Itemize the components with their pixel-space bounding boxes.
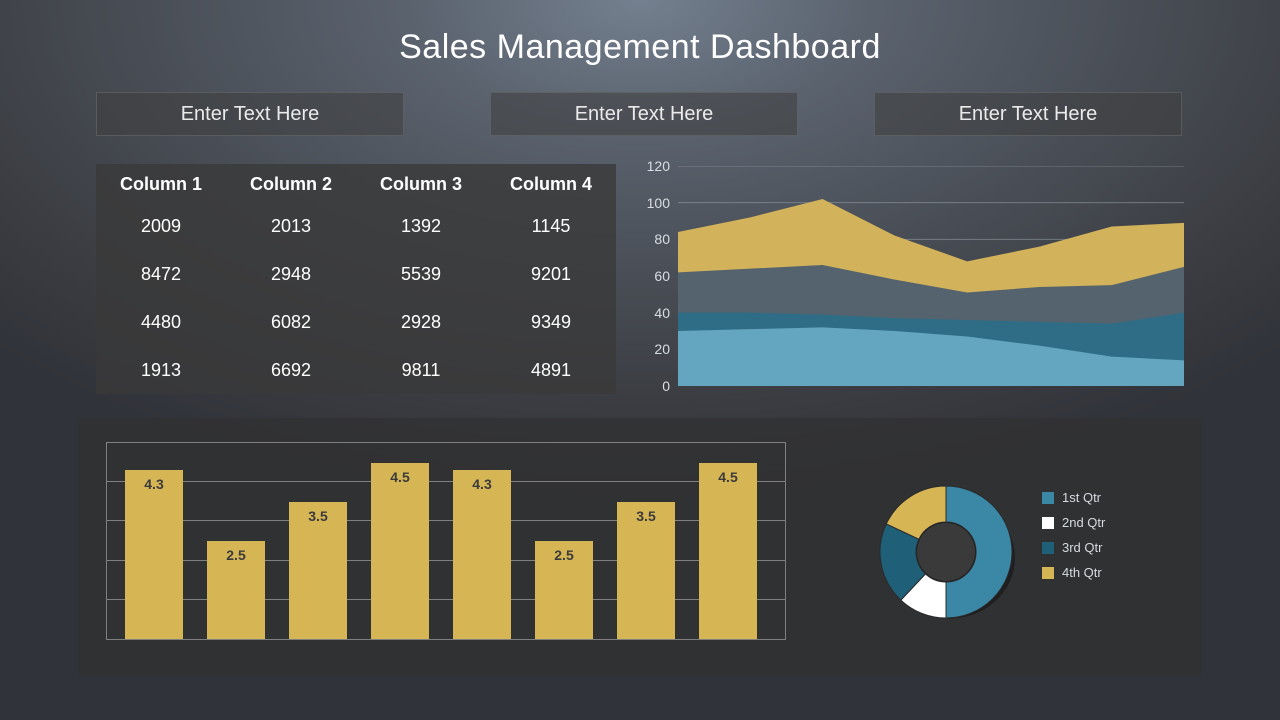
table-cell: 1145 <box>486 203 616 251</box>
table-cell: 9811 <box>356 346 486 394</box>
bar: 2.5 <box>535 541 593 639</box>
legend-item: 2nd Qtr <box>1042 515 1105 530</box>
legend-swatch <box>1042 517 1054 529</box>
bar: 3.5 <box>289 502 347 639</box>
table-header: Column 1 <box>96 164 226 203</box>
legend-swatch <box>1042 542 1054 554</box>
table-header: Column 2 <box>226 164 356 203</box>
bar-value-label: 4.3 <box>453 476 511 492</box>
bar: 4.3 <box>453 470 511 639</box>
table-row: 4480608229289349 <box>96 299 616 347</box>
table-cell: 6692 <box>226 346 356 394</box>
page-title: Sales Management Dashboard <box>0 28 1280 67</box>
legend-item: 1st Qtr <box>1042 490 1105 505</box>
legend-swatch <box>1042 492 1054 504</box>
table-cell: 6082 <box>226 299 356 347</box>
bar: 4.5 <box>371 463 429 639</box>
bar: 4.5 <box>699 463 757 639</box>
table-cell: 2928 <box>356 299 486 347</box>
bar-value-label: 2.5 <box>535 547 593 563</box>
table-row: 8472294855399201 <box>96 251 616 299</box>
bar: 3.5 <box>617 502 675 639</box>
area-ytick-label: 0 <box>636 378 670 394</box>
bar-value-label: 3.5 <box>617 508 675 524</box>
table-cell: 8472 <box>96 251 226 299</box>
table-row: 2009201313921145 <box>96 203 616 251</box>
bar-value-label: 4.5 <box>699 469 757 485</box>
area-ytick-label: 40 <box>636 305 670 321</box>
legend-label: 2nd Qtr <box>1062 515 1105 530</box>
table-cell: 4480 <box>96 299 226 347</box>
area-ytick-label: 20 <box>636 341 670 357</box>
table-cell: 4891 <box>486 346 616 394</box>
table-header: Column 4 <box>486 164 616 203</box>
header-box-3: Enter Text Here <box>874 92 1182 136</box>
table-cell: 2009 <box>96 203 226 251</box>
data-table: Column 1Column 2Column 3Column 4 2009201… <box>96 164 616 394</box>
bar-value-label: 3.5 <box>289 508 347 524</box>
table-cell: 9349 <box>486 299 616 347</box>
table-cell: 2013 <box>226 203 356 251</box>
table-header: Column 3 <box>356 164 486 203</box>
bar: 4.3 <box>125 470 183 639</box>
area-ytick-label: 80 <box>636 231 670 247</box>
area-ytick-label: 60 <box>636 268 670 284</box>
area-chart: 0 20 40 60 80 100 120 <box>636 160 1196 398</box>
area-ytick-label: 120 <box>636 158 670 174</box>
legend-item: 4th Qtr <box>1042 565 1105 580</box>
bar-value-label: 2.5 <box>207 547 265 563</box>
table-cell: 1913 <box>96 346 226 394</box>
header-box-2: Enter Text Here <box>490 92 798 136</box>
table-row: 1913669298114891 <box>96 346 616 394</box>
table-cell: 5539 <box>356 251 486 299</box>
header-box-1: Enter Text Here <box>96 92 404 136</box>
donut-legend: 1st Qtr 2nd Qtr 3rd Qtr 4th Qtr <box>1042 490 1105 590</box>
legend-label: 1st Qtr <box>1062 490 1101 505</box>
donut-chart: 1st Qtr 2nd Qtr 3rd Qtr 4th Qtr <box>866 472 1176 642</box>
bottom-panel: 4.3 2.5 3.5 4.5 4.3 2.5 3.5 4.5 1st Qtr 2nd Qtr 3… <box>78 418 1202 676</box>
table-cell: 2948 <box>226 251 356 299</box>
table-cell: 1392 <box>356 203 486 251</box>
bar-value-label: 4.3 <box>125 476 183 492</box>
legend-label: 4th Qtr <box>1062 565 1102 580</box>
legend-swatch <box>1042 567 1054 579</box>
table-cell: 9201 <box>486 251 616 299</box>
bar-value-label: 4.5 <box>371 469 429 485</box>
bar: 2.5 <box>207 541 265 639</box>
legend-item: 3rd Qtr <box>1042 540 1105 555</box>
area-ytick-label: 100 <box>636 195 670 211</box>
legend-label: 3rd Qtr <box>1062 540 1102 555</box>
bar-chart: 4.3 2.5 3.5 4.5 4.3 2.5 3.5 4.5 <box>106 442 786 640</box>
